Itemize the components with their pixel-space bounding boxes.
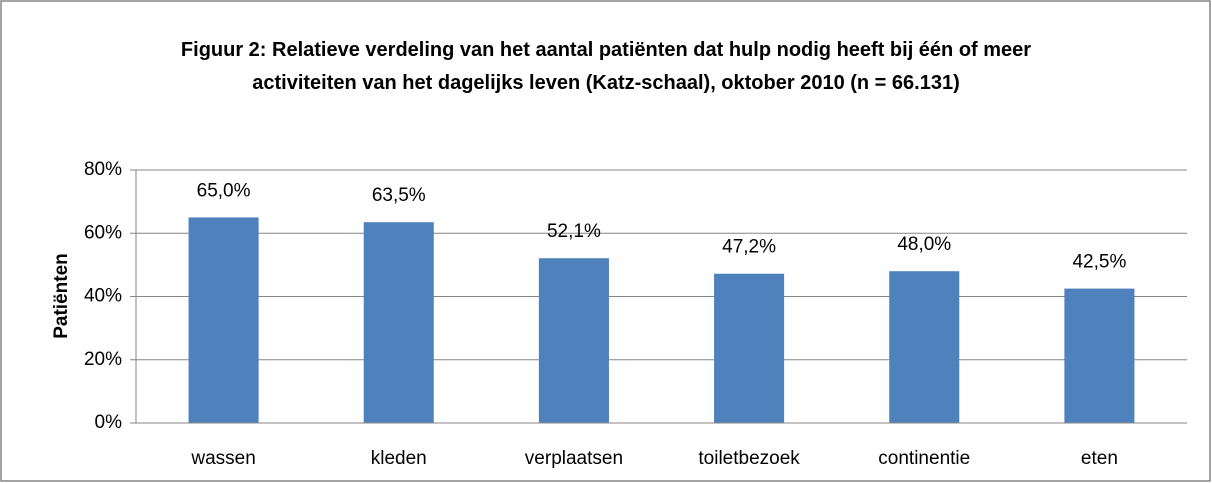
y-tick-label: 60%: [84, 222, 122, 243]
data-label: 42,5%: [1072, 252, 1126, 273]
x-tick-label: continentie: [878, 448, 970, 469]
y-tick-label: 40%: [84, 286, 122, 307]
data-label: 48,0%: [897, 234, 951, 255]
x-tick-label: eten: [1081, 448, 1118, 469]
data-label: 52,1%: [547, 221, 601, 242]
data-label: 65,0%: [197, 180, 251, 201]
x-tick-label: kleden: [371, 448, 427, 469]
chart-title: Figuur 2: Relatieve verdeling van het aa…: [180, 39, 1032, 94]
bar: [363, 222, 434, 423]
bar: [889, 271, 960, 423]
bar: [1064, 288, 1135, 423]
x-tick-label: verplaatsen: [525, 448, 623, 469]
data-label: 63,5%: [372, 185, 426, 206]
bar: [538, 258, 609, 423]
y-tick-label: 20%: [84, 349, 122, 370]
data-label: 47,2%: [722, 237, 776, 258]
y-axis-label: Patiënten: [51, 253, 72, 339]
y-tick-label: 0%: [95, 412, 123, 433]
bar: [714, 273, 785, 423]
y-tick-label: 80%: [84, 159, 122, 180]
x-tick-label: wassen: [190, 448, 255, 469]
x-tick-label: toiletbezoek: [698, 448, 800, 469]
bar: [188, 217, 259, 423]
